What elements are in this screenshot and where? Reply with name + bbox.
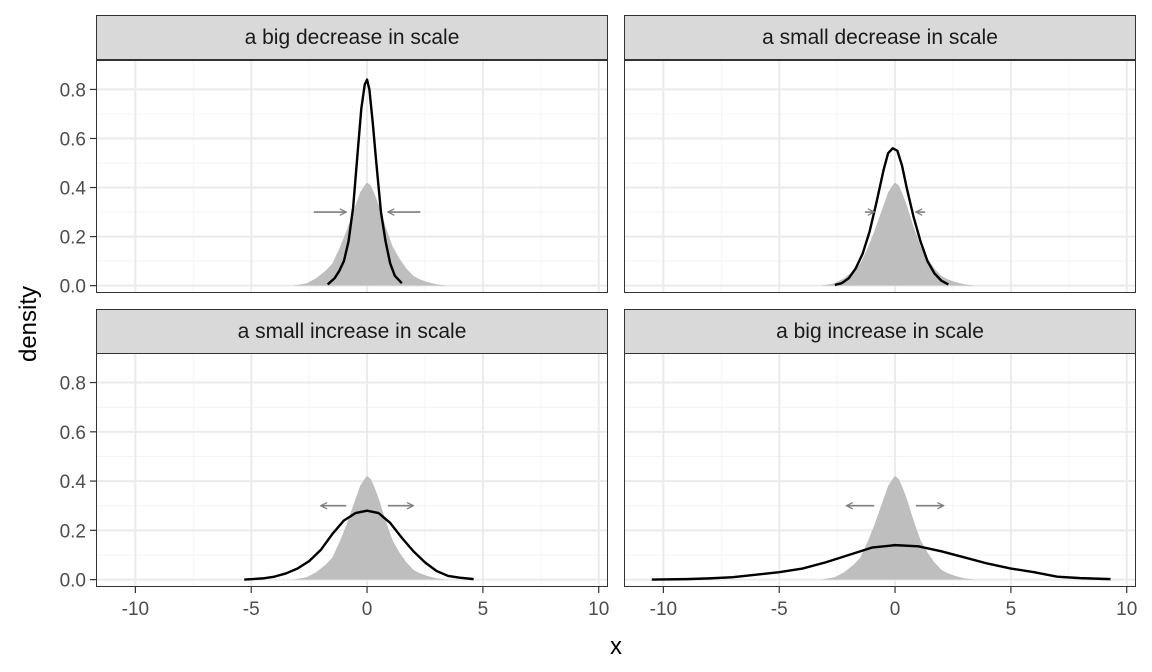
y-tick-label: 0.0 <box>60 571 86 592</box>
x-tick-label: 5 <box>478 599 489 620</box>
strip-label: a small decrease in scale <box>762 26 998 49</box>
panel-border <box>96 353 608 587</box>
strip-label: a big decrease in scale <box>245 26 460 49</box>
strip-background <box>96 15 608 60</box>
y-tick-label: 0.8 <box>60 80 86 101</box>
panel-3: a small increase in scale 0.0 0.2 0.4 0.6 0.8… <box>60 309 609 620</box>
reference-density-area <box>292 182 449 286</box>
panel-border <box>624 60 1136 293</box>
x-tick-label: 0 <box>890 599 901 620</box>
strip-background <box>96 309 608 354</box>
x-tick-label: 10 <box>588 599 609 620</box>
x-tick-label: -10 <box>122 599 149 620</box>
y-tick-label: 0.0 <box>60 277 86 298</box>
reference-density-area <box>292 476 449 580</box>
panel-1: a big decrease in scale 0.0 0.2 0.4 0.6 0.8 <box>60 15 608 298</box>
x-tick-label: -5 <box>771 599 788 620</box>
reference-density-area <box>820 476 977 580</box>
strip-background <box>624 15 1136 60</box>
panel-4: a big increase in scale -10 -5 0 5 10 <box>624 309 1137 620</box>
y-tick-label: 0.6 <box>60 423 86 444</box>
y-tick-label: 0.2 <box>60 521 86 542</box>
panel-border <box>624 353 1136 587</box>
x-tick-label: 5 <box>1006 599 1017 620</box>
y-tick-label: 0.8 <box>60 374 86 395</box>
y-tick-label: 0.4 <box>60 472 87 493</box>
panel-border <box>96 60 608 293</box>
x-tick-label: -5 <box>243 599 260 620</box>
density-line <box>326 78 403 286</box>
strip-label: a big increase in scale <box>776 320 984 343</box>
y-tick-label: 0.2 <box>60 228 86 249</box>
reference-density-area <box>820 182 977 286</box>
panel-2: a small decrease in scale <box>624 15 1136 293</box>
density-line <box>834 147 949 287</box>
x-tick-label: -10 <box>650 599 677 620</box>
x-tick-label: 10 <box>1116 599 1137 620</box>
y-axis-title: density <box>15 286 42 362</box>
panels-layer: a big decrease in scale0.00.20.40.60.8a … <box>60 15 1137 620</box>
strip-background <box>624 309 1136 354</box>
y-tick-label: 0.6 <box>60 129 86 150</box>
x-axis-title: x <box>610 633 622 660</box>
density-line <box>651 543 1111 581</box>
density-line <box>244 509 474 581</box>
strip-label: a small increase in scale <box>238 320 467 343</box>
x-tick-label: 0 <box>362 599 373 620</box>
y-tick-label: 0.4 <box>60 179 87 200</box>
